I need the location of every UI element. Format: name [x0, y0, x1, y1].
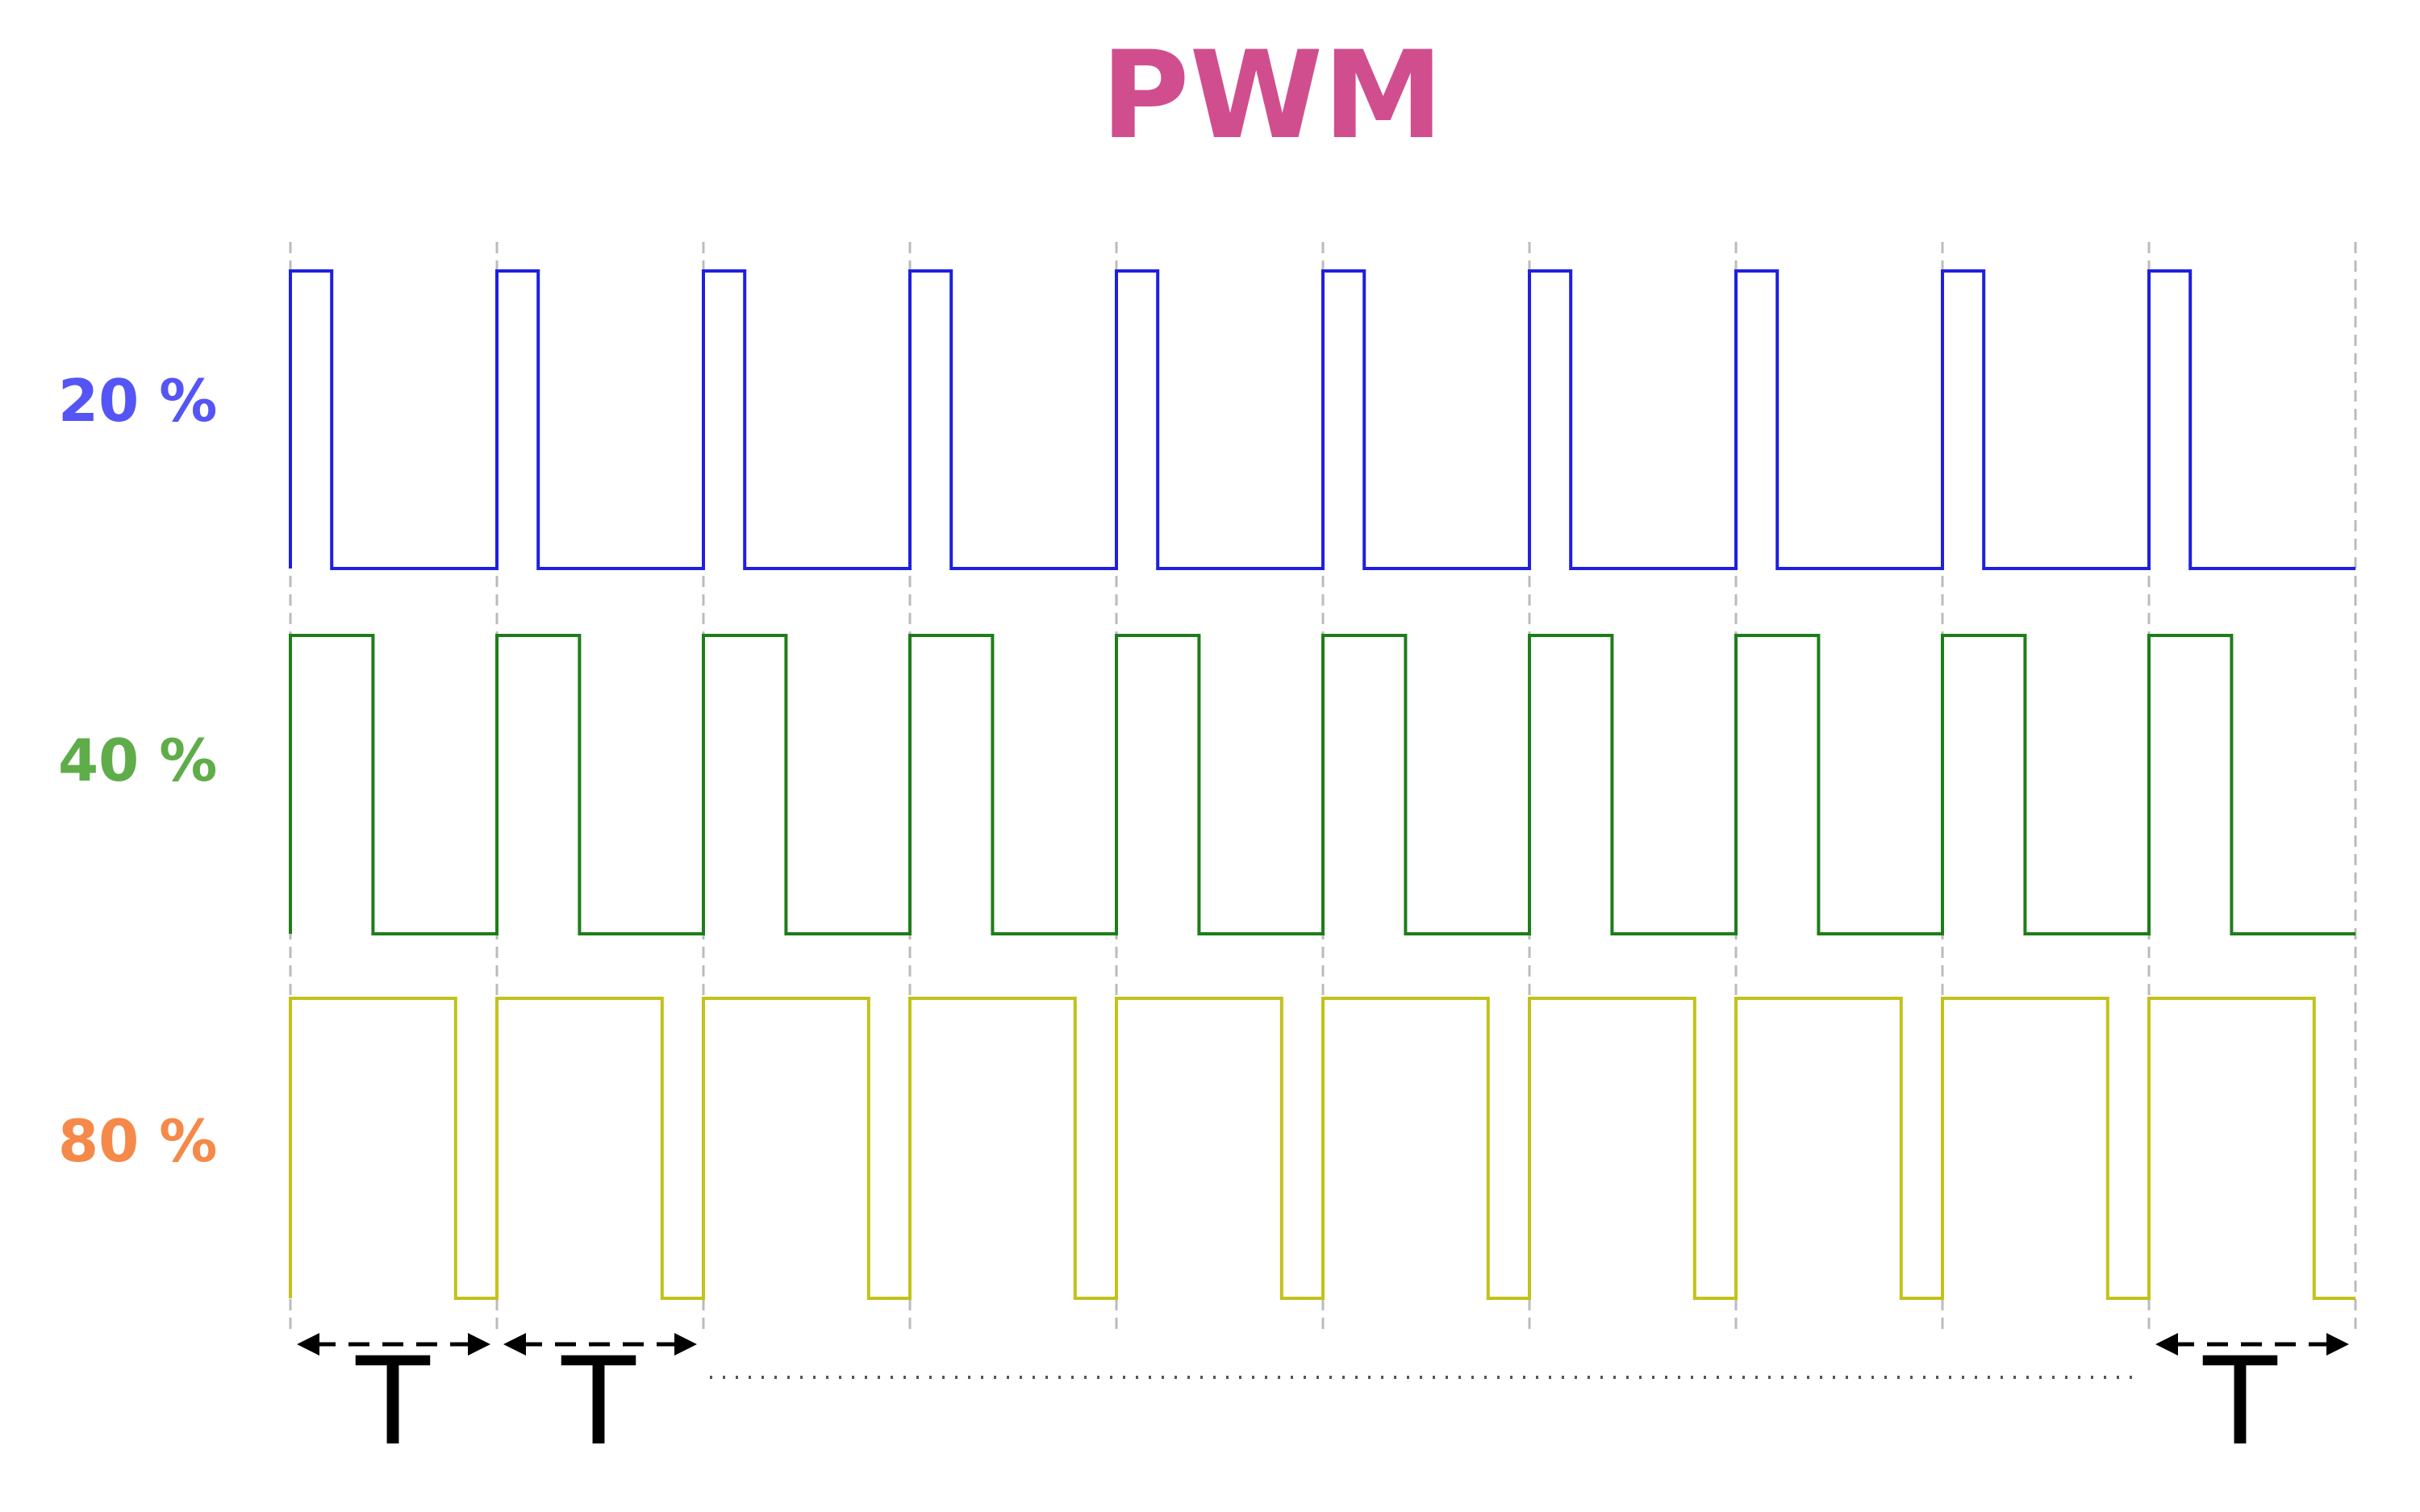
- period-label-2: T: [561, 1332, 636, 1472]
- arrowhead-right: [2326, 1333, 2349, 1356]
- waveform-80-percent: [289, 997, 2355, 1300]
- waveform-20-percent: [289, 269, 2355, 570]
- arrowhead-left: [297, 1333, 319, 1356]
- arrowhead-left: [2155, 1333, 2178, 1356]
- period-arrows: [297, 1333, 2349, 1356]
- arrowhead-right: [674, 1333, 697, 1356]
- period-label-3: T: [2202, 1332, 2278, 1472]
- arrowhead-right: [468, 1333, 490, 1356]
- arrowhead-left: [503, 1333, 526, 1356]
- period-label-1: T: [355, 1332, 431, 1472]
- diagram-title: PWM: [1101, 26, 1444, 166]
- duty-label-40: 40 %: [58, 727, 217, 794]
- waveform-40-percent: [289, 634, 2355, 935]
- duty-label-80: 80 %: [58, 1107, 217, 1175]
- duty-label-20: 20 %: [58, 367, 217, 435]
